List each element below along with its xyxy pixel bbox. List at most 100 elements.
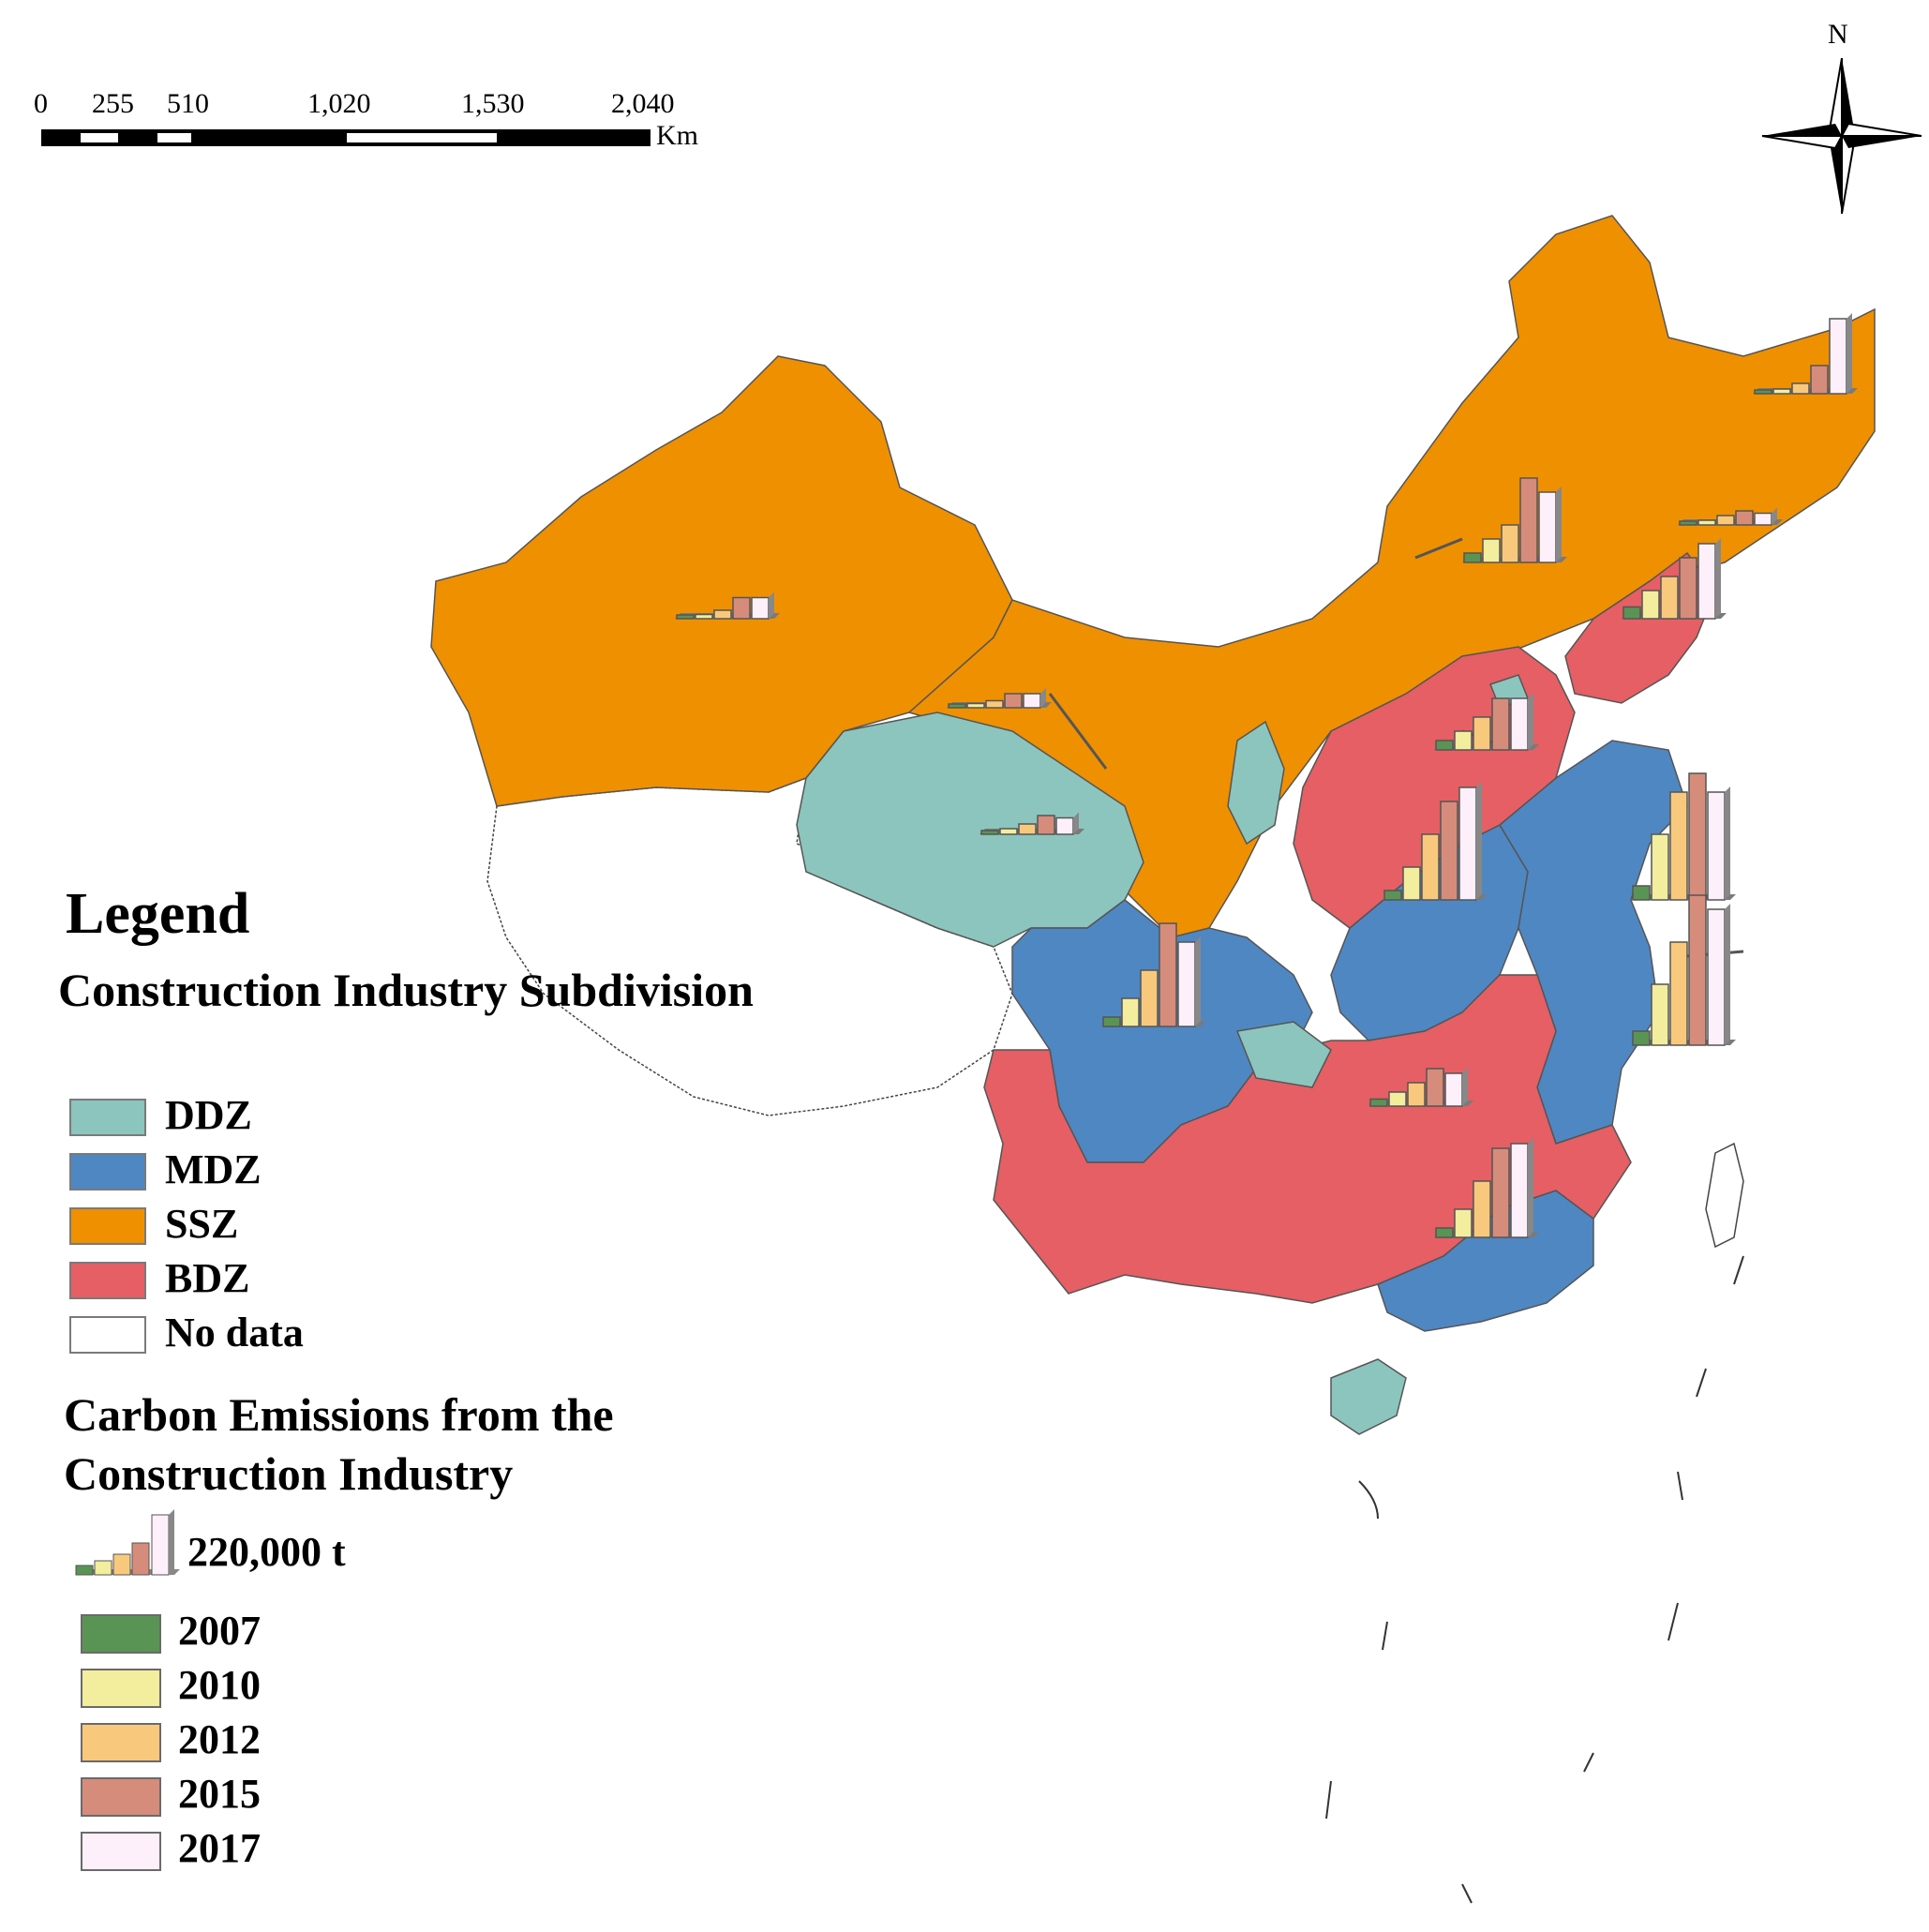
north-arrow-icon: N — [1761, 19, 1922, 215]
swatch-2010 — [81, 1669, 161, 1708]
bar-9-2015 — [1688, 894, 1707, 1046]
scale-tick-2: 510 — [167, 88, 209, 119]
bar-12-2007 — [1369, 1098, 1388, 1107]
legend-emissions-title: Carbon Emissions from the Construction I… — [64, 1388, 614, 1500]
bar-12-2010 — [1388, 1091, 1407, 1107]
bar-4-2010 — [999, 828, 1018, 835]
bar-12-2017 — [1444, 1072, 1463, 1107]
bar-10-2007 — [1383, 890, 1402, 901]
bar-10-2015 — [1440, 801, 1458, 901]
swatch-bdz — [69, 1262, 146, 1299]
bar-chart-7 — [1434, 693, 1539, 751]
scale-tick-1: 255 — [92, 88, 134, 119]
bar-chart-2 — [947, 688, 1052, 709]
bar-4-2012 — [1018, 823, 1037, 835]
label-no-data: No data — [165, 1310, 304, 1355]
swatch-2007 — [81, 1614, 161, 1654]
bar-1-2012 — [713, 609, 732, 620]
bar-chart-9 — [1631, 894, 1736, 1046]
bar-12-2015 — [1426, 1068, 1444, 1107]
bar-chart-3 — [1462, 477, 1567, 563]
bar-12-2012 — [1407, 1082, 1426, 1107]
bar-6-2007 — [1622, 606, 1641, 620]
bar-5-2017 — [1754, 512, 1772, 526]
bar-13-2017 — [1510, 1143, 1529, 1238]
label-mdz: MDZ — [165, 1146, 262, 1192]
region-hainan-ddz — [1330, 1358, 1407, 1435]
bar-side-6 — [1715, 538, 1721, 619]
bar-3-2010 — [1482, 538, 1501, 563]
bar-side-7 — [1528, 693, 1533, 750]
bar-chart-13 — [1434, 1138, 1539, 1238]
bar-4-2007 — [980, 830, 999, 835]
bar-11-2012 — [1140, 969, 1159, 1027]
swatch-ddz — [69, 1099, 146, 1136]
bar-chart-8 — [1631, 772, 1736, 901]
swatch-2017 — [81, 1832, 161, 1871]
bar-13-2010 — [1454, 1208, 1473, 1238]
bar-7-2010 — [1454, 730, 1473, 751]
scale-tick-3: 1,020 — [307, 88, 371, 119]
bar-side-1 — [769, 592, 774, 619]
region-taiwan — [1705, 1142, 1744, 1249]
bar-1-2010 — [695, 613, 713, 620]
bar-2-2015 — [1004, 693, 1023, 709]
bar-side-3 — [1556, 487, 1562, 562]
bar-5-2012 — [1716, 515, 1735, 526]
bar-chart-10 — [1383, 782, 1488, 901]
bar-side-5 — [1772, 507, 1777, 525]
bar-0-2010 — [1772, 388, 1791, 395]
bar-11-2010 — [1121, 997, 1140, 1027]
bar-side-9 — [1725, 904, 1730, 1045]
bar-0-2017 — [1829, 318, 1847, 395]
region-ningxia-ddz — [1227, 720, 1285, 846]
bar-chart-6 — [1622, 538, 1727, 620]
bar-5-2010 — [1697, 519, 1716, 526]
north-label: N — [1828, 19, 1848, 50]
bar-11-2017 — [1177, 941, 1196, 1027]
bar-7-2017 — [1510, 697, 1529, 751]
bar-side-2 — [1040, 688, 1046, 708]
bar-2-2017 — [1023, 693, 1041, 709]
bar-11-2007 — [1102, 1016, 1121, 1027]
bar-side-12 — [1462, 1068, 1468, 1106]
bar-9-2010 — [1651, 983, 1669, 1046]
reference-bar-icon — [75, 1509, 180, 1576]
bar-8-2015 — [1688, 772, 1707, 901]
swatch-no-data — [69, 1316, 146, 1354]
label-bdz: BDZ — [165, 1255, 250, 1301]
bar-7-2012 — [1473, 716, 1491, 751]
bar-6-2015 — [1679, 557, 1697, 620]
bar-9-2007 — [1632, 1030, 1651, 1046]
bar-chart-1 — [675, 592, 780, 620]
legend-subdivision-title: Construction Industry Subdivision — [58, 964, 754, 1016]
bar-0-2007 — [1754, 389, 1772, 395]
label-ddz: DDZ — [165, 1092, 252, 1138]
bar-9-2012 — [1669, 941, 1688, 1046]
bar-3-2012 — [1501, 524, 1519, 563]
bar-side-13 — [1528, 1138, 1533, 1237]
scale-tick-0: 0 — [34, 88, 48, 119]
bar-9-2017 — [1707, 908, 1726, 1046]
bar-chart-12 — [1368, 1068, 1473, 1107]
label-2015: 2015 — [178, 1771, 261, 1817]
bar-2-2010 — [966, 702, 985, 709]
bar-5-2015 — [1735, 510, 1754, 526]
bar-8-2010 — [1651, 833, 1669, 901]
bar-3-2015 — [1519, 477, 1538, 563]
legend-title: Legend — [66, 882, 250, 946]
bar-6-2010 — [1641, 590, 1660, 620]
bar-8-2007 — [1632, 885, 1651, 901]
bar-8-2017 — [1707, 791, 1726, 901]
bar-5-2007 — [1679, 520, 1697, 526]
bar-4-2017 — [1055, 816, 1074, 835]
bar-13-2007 — [1435, 1227, 1454, 1238]
label-2010: 2010 — [178, 1662, 261, 1708]
swatch-2012 — [81, 1723, 161, 1762]
bar-side-8 — [1725, 786, 1730, 900]
label-2017: 2017 — [178, 1825, 261, 1871]
region-chongqing-ddz — [1235, 1021, 1332, 1088]
bar-side-0 — [1847, 313, 1852, 394]
